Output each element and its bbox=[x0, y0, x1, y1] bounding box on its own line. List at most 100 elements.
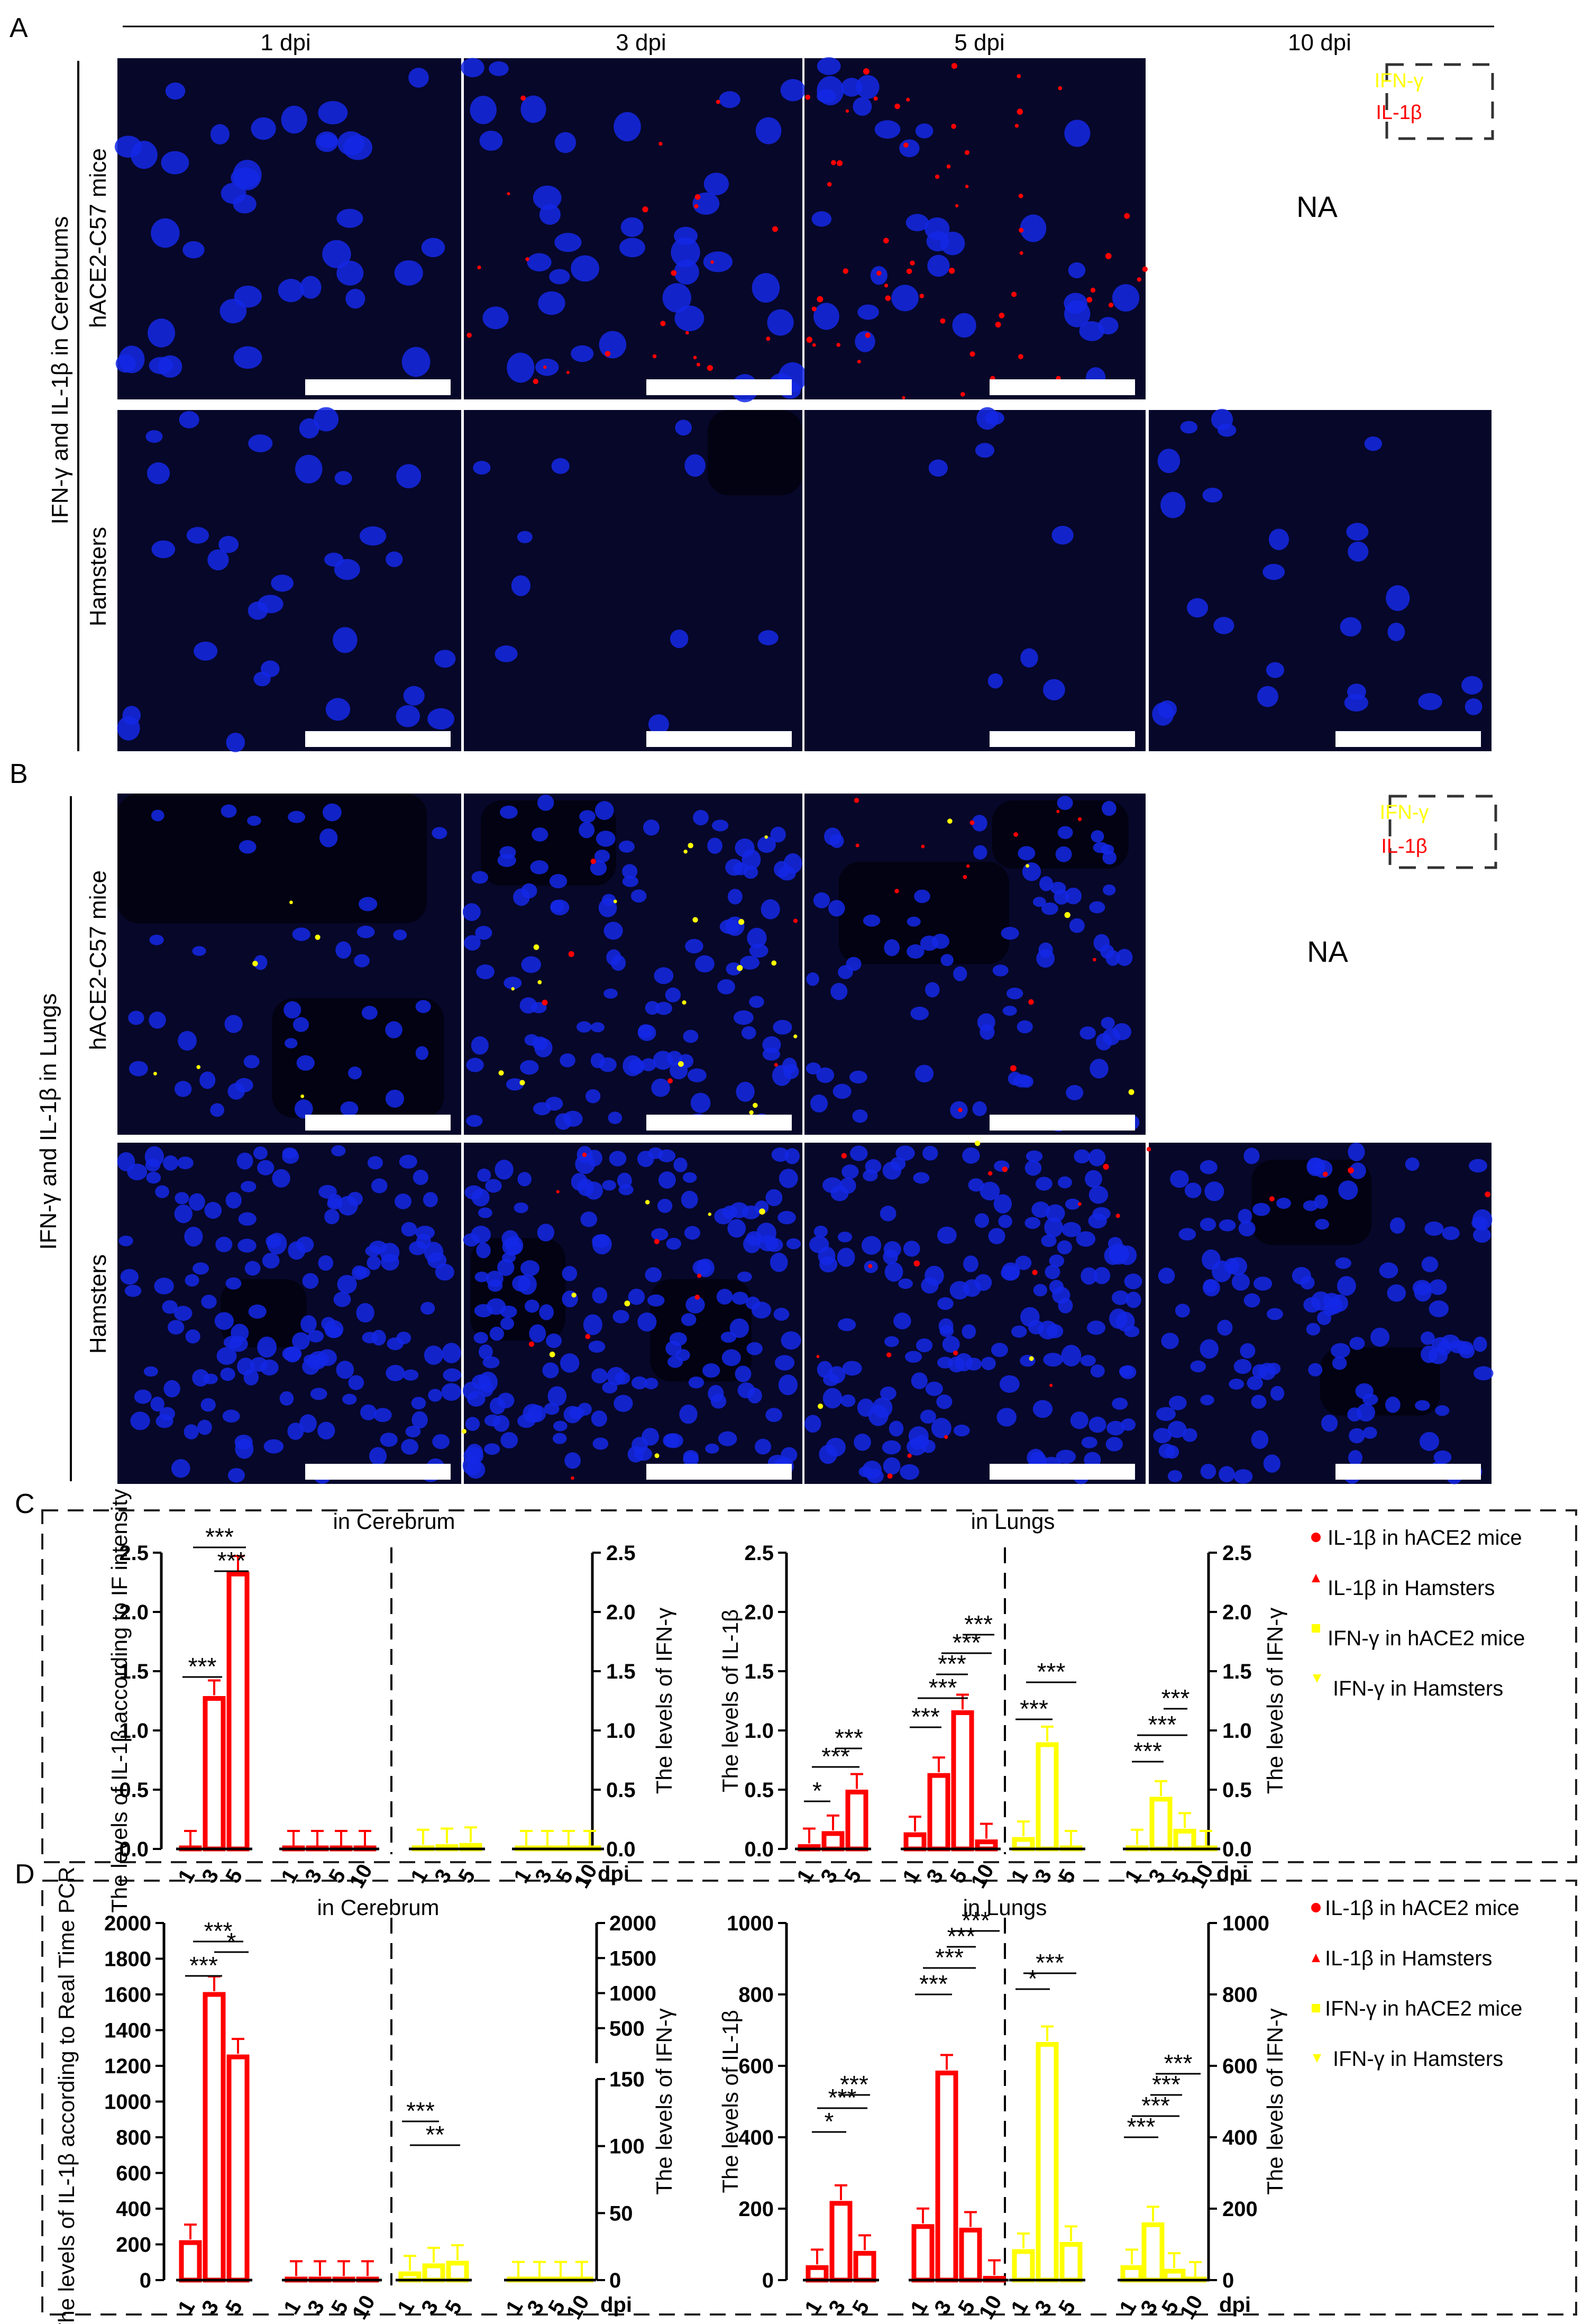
nucleus-mark bbox=[1200, 1217, 1216, 1231]
x-tick-label: 3 bbox=[816, 1865, 842, 1887]
nucleus-mark bbox=[667, 1051, 682, 1065]
nucleus-mark bbox=[192, 1369, 209, 1387]
nucleus-mark bbox=[214, 1312, 234, 1330]
nucleus-mark bbox=[693, 809, 709, 826]
nucleus-mark bbox=[500, 1432, 518, 1448]
nucleus-mark bbox=[155, 1185, 169, 1198]
nucleus-mark bbox=[314, 407, 339, 432]
nucleus-mark bbox=[773, 1308, 790, 1321]
nucleus-mark bbox=[767, 309, 794, 336]
nucleus-mark bbox=[224, 1015, 243, 1033]
nucleus-mark bbox=[658, 1171, 676, 1189]
nucleus-mark bbox=[478, 1207, 492, 1218]
nucleus-mark bbox=[883, 1457, 901, 1475]
nucleus-mark bbox=[495, 1160, 514, 1180]
nucleus-mark bbox=[504, 977, 522, 990]
nucleus-mark bbox=[675, 420, 692, 436]
left-y-tick-label: 2.5 bbox=[744, 1542, 774, 1565]
nucleus-mark bbox=[681, 1190, 698, 1209]
nucleus-mark bbox=[681, 1313, 697, 1326]
nucleus-mark bbox=[777, 1210, 796, 1225]
nucleus-mark bbox=[855, 331, 875, 352]
nucleus-mark bbox=[1474, 1366, 1494, 1381]
bar-il1b bbox=[829, 2201, 853, 2283]
significance-marker: *** bbox=[1161, 1684, 1190, 1712]
chart-c-lungs: 0.0 0.5 1.0 1.5 2.0 2.5 0.0 0.5 1.0 1.5 2.0 2.5 in L… bbox=[718, 1509, 1287, 1892]
il1b-signal bbox=[868, 1264, 873, 1269]
nucleus-mark bbox=[243, 1055, 260, 1069]
nucleus-mark bbox=[271, 575, 294, 592]
nucleus-mark bbox=[1157, 449, 1181, 473]
nucleus-mark bbox=[1415, 1400, 1430, 1411]
nucleus-mark bbox=[145, 1159, 161, 1172]
ifng-signal bbox=[947, 818, 953, 824]
nucleus-mark bbox=[282, 1147, 298, 1159]
nucleus-mark bbox=[359, 526, 387, 546]
nucleus-mark bbox=[889, 1420, 904, 1437]
micrograph-b-hamsters-1dpi bbox=[117, 1143, 462, 1484]
bar-il1b bbox=[203, 1992, 226, 2283]
il1b-signal bbox=[1018, 354, 1023, 360]
micrograph-b-mice-5dpi bbox=[804, 794, 1146, 1135]
il1b-signal bbox=[903, 142, 909, 148]
ifng-signal bbox=[315, 934, 321, 940]
x-tick-label: 3 bbox=[1144, 1865, 1170, 1887]
nucleus-mark bbox=[296, 1055, 315, 1071]
nucleus-mark bbox=[1243, 1293, 1260, 1308]
nucleus-mark bbox=[473, 461, 491, 475]
nucleus-mark bbox=[1045, 1264, 1060, 1279]
nucleus-mark bbox=[1022, 862, 1041, 881]
nucleus-mark bbox=[188, 1193, 205, 1211]
nucleus-mark bbox=[905, 1351, 922, 1363]
nucleus-mark bbox=[1028, 1320, 1044, 1335]
il1b-signal bbox=[948, 268, 955, 274]
nucleus-mark bbox=[721, 1349, 741, 1366]
nucleus-mark bbox=[553, 1420, 568, 1432]
nucleus-mark bbox=[1070, 1411, 1088, 1429]
nucleus-mark bbox=[225, 1191, 242, 1209]
nucleus-mark bbox=[184, 1226, 203, 1247]
nucleus-mark bbox=[846, 956, 862, 971]
nucleus-mark bbox=[227, 1083, 245, 1100]
nucleus-mark bbox=[247, 815, 261, 826]
nucleus-mark bbox=[393, 929, 407, 941]
il1b-signal bbox=[817, 296, 824, 303]
ifng-signal bbox=[1029, 1356, 1034, 1361]
nucleus-mark bbox=[222, 1409, 240, 1423]
nucleus-mark bbox=[334, 471, 352, 486]
bar-il1b bbox=[226, 2054, 250, 2283]
nucleus-mark bbox=[1424, 1221, 1444, 1236]
nucleus-mark bbox=[336, 260, 364, 286]
nucleus-mark bbox=[742, 849, 761, 870]
x-tick-label: 1 bbox=[406, 1865, 432, 1887]
nucleus-mark bbox=[858, 1466, 873, 1478]
nucleus-mark bbox=[745, 1296, 760, 1310]
nucleus-mark bbox=[880, 1206, 896, 1222]
il1b-signal bbox=[1018, 193, 1023, 198]
nucleus-mark bbox=[396, 464, 422, 489]
nucleus-mark bbox=[727, 1219, 746, 1238]
nucleus-mark bbox=[874, 120, 901, 139]
micrograph-b-mice-3dpi bbox=[462, 794, 802, 1135]
legend-box-a bbox=[1385, 63, 1494, 140]
legend-c-item-4: IFN-γ in Hamsters bbox=[1333, 1677, 1503, 1700]
nucleus-mark bbox=[778, 866, 796, 881]
left-y-tick-label: 2000 bbox=[104, 1912, 151, 1935]
scale-bar bbox=[1335, 731, 1481, 747]
significance-marker: *** bbox=[947, 1922, 976, 1950]
nucleus-mark bbox=[146, 1171, 161, 1184]
nucleus-mark bbox=[331, 1145, 346, 1156]
micrograph-b-hamsters-3dpi bbox=[461, 1143, 802, 1484]
il1b-signal bbox=[1115, 1214, 1120, 1218]
legend-d-item-1: IL-1β in hACE2 mice bbox=[1325, 1897, 1520, 1920]
nucleus-mark bbox=[174, 1204, 193, 1224]
nucleus-mark bbox=[288, 810, 305, 823]
nucleus-mark bbox=[1156, 1407, 1176, 1421]
nucleus-mark bbox=[571, 255, 599, 282]
nucleus-mark bbox=[1202, 487, 1223, 503]
nucleus-mark bbox=[163, 1155, 178, 1171]
nucleus-mark bbox=[173, 1306, 193, 1321]
x-tick-label: 1 bbox=[173, 1865, 199, 1887]
nucleus-mark bbox=[1429, 1279, 1447, 1295]
legend-c-item-2: IL-1β in Hamsters bbox=[1328, 1576, 1495, 1600]
